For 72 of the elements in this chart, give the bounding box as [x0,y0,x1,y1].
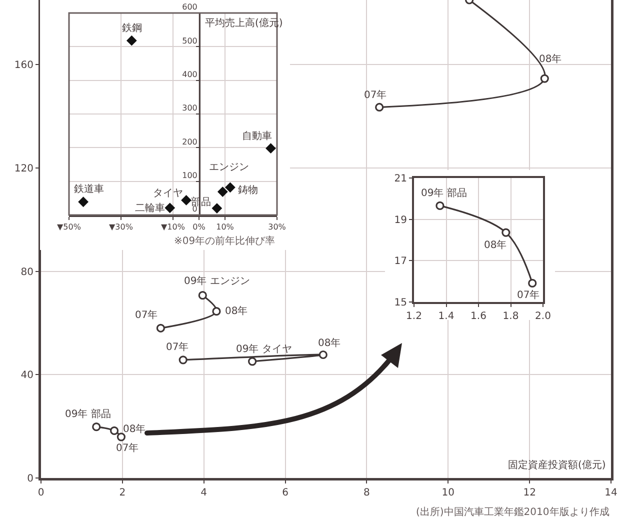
x-tick-label: 0% [192,222,206,232]
x-tick-label: 6 [282,488,288,498]
x-tick-label: 10% [216,222,234,232]
point [375,102,384,112]
y-tick-label: 19 [394,214,407,226]
annotation: エンジン [209,162,249,173]
point [110,426,119,436]
y-tick-label: 40 [20,370,34,382]
x-tick-label: 4 [200,488,208,498]
annotation: 07年 [517,289,540,301]
x-tick-label: 2.0 [535,311,551,322]
x-tick-label: ▼30% [109,222,134,232]
annotation: 07年 [364,89,387,101]
annotation: 鉄鋼 [122,22,142,34]
annotation: 09年 エンジン [184,275,250,287]
annotation: 鉄道車 [74,183,104,195]
point [540,74,549,83]
point [436,201,444,210]
x-tick-label: 1.6 [470,311,486,322]
y-tick-label: 100 [182,171,198,180]
point [318,350,328,360]
annotation: 08年 [225,305,248,317]
annotation: ※09年の前年比伸び率 [174,235,276,247]
x-tick-label: 14 [604,488,618,498]
y-tick-label: 15 [394,298,407,308]
x-tick-label: 12 [523,488,536,498]
y-tick-label: 80 [20,266,34,278]
y-tick-label: 500 [182,36,198,46]
annotation: 09年 部品 [421,187,467,199]
point [198,291,207,300]
point [502,228,510,237]
y-tick-label: 17 [394,256,407,268]
x-tick-label: 0 [38,488,44,498]
annotation: 自動車 [242,130,272,142]
point [156,324,165,332]
y-tick-label: 300 [182,104,198,113]
point [212,307,221,316]
annotation: タイヤ [153,188,183,199]
text: (出所)中国汽車工業年鑑2010年版より作成 [416,506,610,518]
annotation: 鋳物 [238,185,258,196]
y-tick-label: 200 [182,137,198,146]
annotation: 二輪車 [135,202,165,214]
annotation: 08年 [484,239,507,251]
annotation: 08年 [539,53,562,65]
point [528,278,537,288]
point [248,357,257,366]
annotation: 09年 タイヤ [236,343,292,355]
point [178,356,188,364]
annotation: 07年 [116,442,139,454]
y-tick-label: 600 [182,2,198,12]
y-tick-label: 120 [14,163,34,174]
x-tick-label: 1.4 [438,311,454,322]
x-axis-title: 固定資産投資額(億元) [508,459,606,471]
point [116,432,126,442]
y-tick-label: 21 [394,174,407,184]
point [92,422,101,432]
x-tick-label: 8 [364,488,370,498]
annotation: 08年 [123,423,146,435]
x-tick-label: ▼10% [161,222,186,232]
x-tick-label: 1.2 [406,311,422,322]
x-tick-label: 1.8 [502,311,519,322]
annotation: 08年 [318,337,341,349]
x-tick-label: 30% [268,222,286,232]
x-tick-label: 2 [119,488,126,498]
annotation: 07年 [135,309,158,321]
x-tick-label: 10 [442,488,455,498]
annotation: 07年 [166,341,189,353]
annotation: 09年 部品 [65,408,111,420]
y-tick-label: 400 [182,70,198,80]
y-tick-label: 0 [27,474,34,484]
x-tick-label: ▼50% [57,222,82,232]
y-tick-label: 160 [14,60,34,72]
